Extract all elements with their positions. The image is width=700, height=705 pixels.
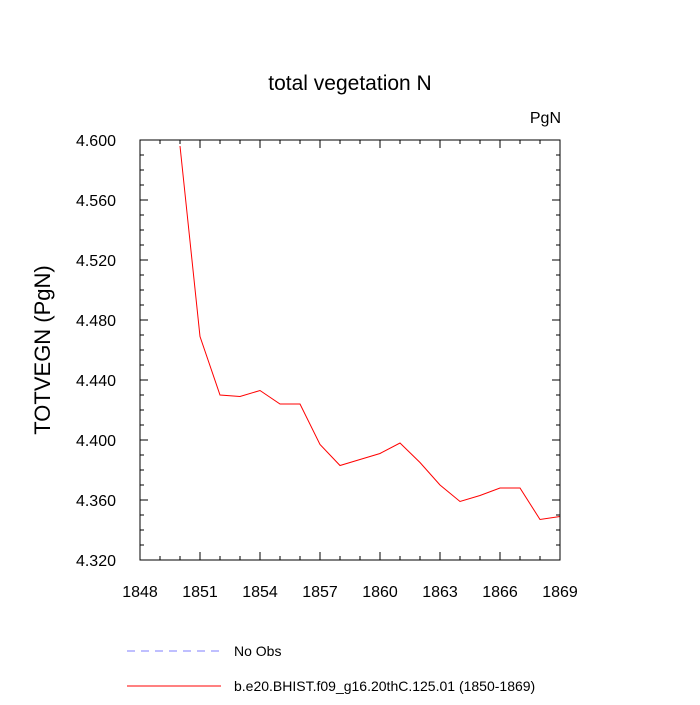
data-point [199,335,202,338]
x-tick-label: 1848 [122,584,158,601]
x-tick-label: 1854 [242,584,278,601]
axis-ticks: 1848 1851 1854 1857 1860 1863 1866 1869 4.320 4.3… [76,133,578,601]
data-point [299,403,302,406]
series-line [179,145,561,521]
plot-frame [139,139,561,561]
y-tick-label: 4.480 [76,313,116,330]
data-point [419,461,422,464]
data-point [539,518,542,521]
y-tick-label: 4.520 [76,253,116,270]
x-tick-label: 1863 [422,584,458,601]
x-tick-label: 1851 [182,584,218,601]
data-point [179,145,182,148]
data-point [359,458,362,461]
data-point [379,452,382,455]
data-point [239,395,242,398]
data-point [319,443,322,446]
data-point [499,487,502,490]
x-tick-label: 1866 [482,584,518,601]
data-point [459,500,462,503]
data-point [479,494,482,497]
x-tick-label: 1869 [542,584,578,601]
x-tick-label: 1860 [362,584,398,601]
x-tick-label: 1857 [302,584,338,601]
y-tick-label: 4.600 [76,133,116,150]
data-point [279,403,282,406]
legend-label: b.e20.BHIST.f09_g16.20thC.125.01 (1850-1… [234,678,535,694]
y-tick-label: 4.320 [76,553,116,570]
chart-title: total vegetation N [268,72,431,95]
data-point [259,389,262,392]
data-point [399,442,402,445]
y-tick-label: 4.360 [76,493,116,510]
data-point [339,464,342,467]
units-label: PgN [530,110,561,127]
data-point [439,484,442,487]
y-tick-label: 4.560 [76,193,116,210]
y-tick-label: 4.440 [76,373,116,390]
legend-label: No Obs [234,643,281,659]
series-layer [179,145,561,521]
data-point [219,394,222,397]
legend: No Obs b.e20.BHIST.f09_g16.20thC.125.01 (… [127,643,535,694]
y-tick-label: 4.400 [76,433,116,450]
data-point [519,487,522,490]
y-axis-label: TOTVEGN (PgN) [30,265,55,435]
